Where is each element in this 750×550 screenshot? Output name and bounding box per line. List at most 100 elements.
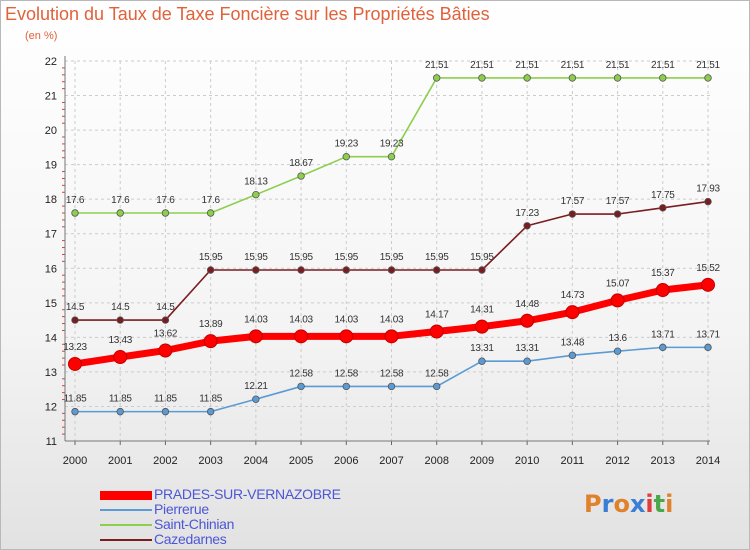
data-label: 15.95 (244, 252, 268, 263)
data-point (478, 74, 486, 82)
data-label: 15.52 (696, 263, 720, 274)
x-tick-label: 2010 (515, 455, 539, 467)
data-label: 14.03 (289, 314, 313, 325)
data-label: 17.6 (66, 195, 85, 206)
data-label: 13.48 (561, 337, 585, 348)
data-label: 13.62 (154, 328, 178, 339)
logo-letter: i (645, 490, 654, 518)
data-point (568, 210, 577, 218)
series-saint-chinian (71, 74, 712, 217)
data-label: 17.6 (156, 195, 175, 206)
data-label: 18.13 (244, 177, 268, 188)
data-point (610, 293, 625, 308)
data-label: 12.21 (244, 381, 268, 392)
data-point (701, 277, 715, 292)
data-label: 17.75 (651, 190, 675, 201)
series-cazedarnes (71, 197, 712, 324)
y-tick-label: 17 (45, 229, 57, 241)
data-label: 19.23 (380, 139, 404, 150)
logo-letter: i (665, 490, 674, 518)
series-pierrerue (71, 343, 712, 416)
x-tick-label: 2003 (198, 455, 222, 467)
data-point (297, 382, 305, 391)
legend-item: PRADES-SUR-VERNAZOBRE (100, 486, 420, 502)
data-labels: 17.6 17.6 17.6 17.6 18.13 18.67 19.23 19.23 21.5… (63, 60, 721, 405)
data-label: 15.95 (289, 252, 313, 263)
data-label: 14.73 (561, 290, 585, 301)
data-point (161, 209, 170, 217)
data-label: 13.43 (108, 335, 132, 346)
legend-swatch (100, 490, 152, 500)
y-tick-label: 14 (45, 332, 57, 344)
legend-item: Pierrerue (100, 501, 420, 517)
data-point (613, 347, 622, 355)
data-point (568, 74, 577, 82)
data-point (203, 334, 218, 349)
data-label: 21.51 (561, 60, 585, 71)
y-tick-label: 11 (46, 436, 57, 448)
data-label: 21.51 (425, 60, 449, 71)
y-tick-label: 22 (45, 56, 57, 68)
data-label: 15.07 (606, 278, 630, 289)
data-point (384, 329, 399, 344)
data-point (252, 395, 260, 403)
data-label: 14.03 (380, 314, 404, 325)
data-label: 12.58 (335, 368, 359, 379)
x-tick-label: 2012 (605, 455, 629, 467)
y-tick-label: 16 (45, 263, 57, 275)
data-point (478, 357, 486, 365)
y-tick-label: 20 (45, 125, 57, 137)
logo-letter: P (584, 490, 602, 518)
data-point (387, 152, 396, 161)
data-point (158, 343, 173, 358)
legend-label: Saint-Chinian (154, 516, 235, 532)
data-point (206, 407, 215, 416)
data-label: 15.95 (470, 252, 494, 263)
unit-label: (en %) (25, 30, 58, 42)
proxiti-logo: Proxiti (584, 490, 673, 518)
series-prades-sur-vernazobre (68, 277, 715, 371)
data-label: 17.6 (202, 195, 221, 206)
x-tick-label: 2001 (108, 455, 132, 467)
x-tick-label: 2013 (651, 455, 675, 467)
data-point (116, 316, 124, 324)
data-label: 17.93 (696, 184, 720, 195)
data-label: 21.51 (515, 60, 539, 71)
data-point (248, 329, 263, 344)
data-point (523, 357, 531, 365)
data-point (568, 351, 577, 360)
data-point (659, 343, 667, 352)
chart-title: Evolution du Taux de Taxe Foncière sur l… (5, 4, 490, 24)
legend-swatch (100, 539, 152, 541)
data-label: 15.95 (199, 252, 223, 263)
data-point (433, 74, 441, 82)
data-point (659, 74, 667, 82)
data-point (704, 74, 712, 82)
data-point (474, 319, 489, 334)
data-point (113, 350, 128, 365)
data-point (294, 329, 309, 344)
data-point (71, 407, 79, 416)
data-point (387, 382, 396, 391)
data-point (342, 382, 350, 391)
logo-letter: o (613, 490, 630, 518)
data-point (116, 407, 124, 416)
data-label: 11.85 (64, 394, 88, 405)
axes: 11 12 13 14 15 16 17 18 19 20 21 22 2000 2001 2002 2003… (45, 56, 720, 467)
data-point (252, 190, 260, 199)
x-tick-label: 2011 (561, 455, 585, 467)
data-point (565, 305, 580, 320)
x-tick-label: 2005 (289, 455, 313, 467)
grid-lines (65, 60, 710, 442)
data-point (339, 329, 354, 344)
data-label: 12.58 (289, 368, 313, 379)
data-point (433, 266, 441, 274)
x-tick-label: 2002 (153, 455, 177, 467)
data-point (704, 343, 712, 352)
data-point (704, 197, 712, 206)
y-tick-label: 12 (45, 401, 57, 413)
data-label: 14.5 (156, 302, 175, 313)
data-label: 17.23 (515, 208, 539, 219)
